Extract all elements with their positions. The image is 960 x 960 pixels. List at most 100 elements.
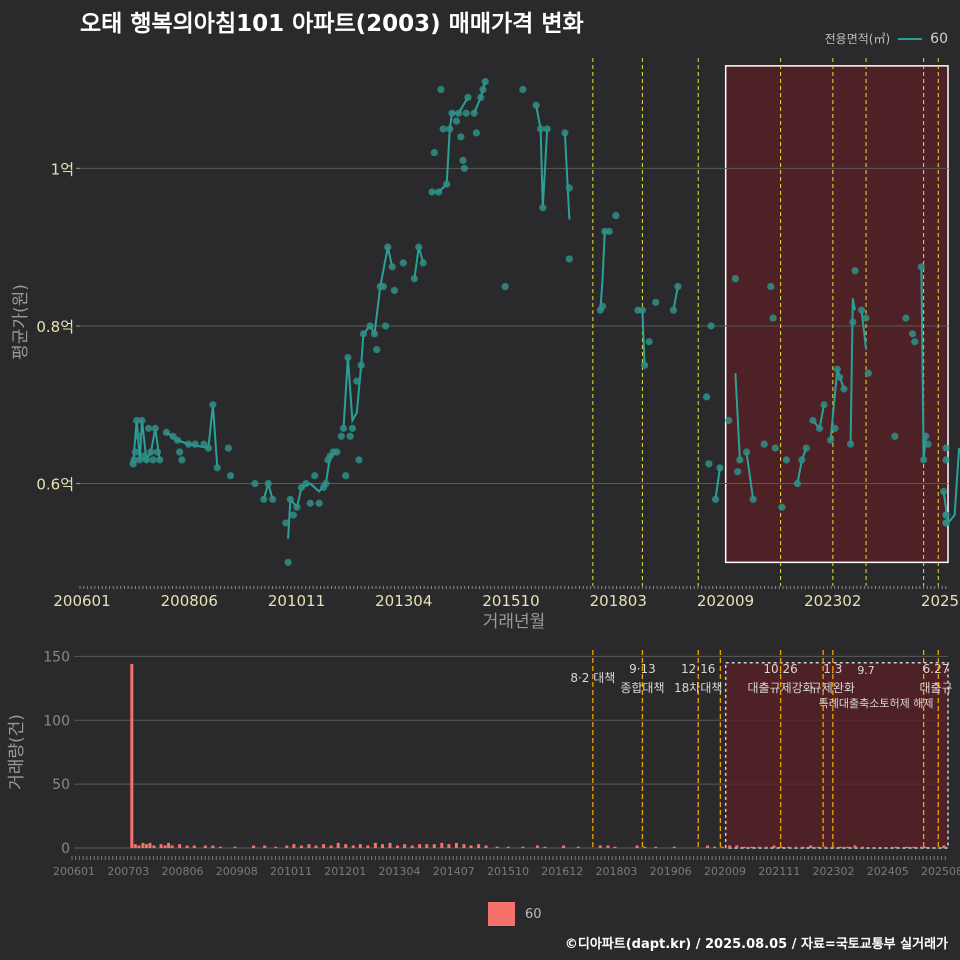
price-point bbox=[184, 440, 193, 448]
policy-annotation-sub: 대출규제강화 bbox=[747, 681, 813, 695]
bar-x-tick-label: 201510 bbox=[487, 865, 529, 878]
price-point bbox=[293, 503, 301, 511]
volume-bar bbox=[823, 846, 827, 848]
price-line-segment bbox=[563, 132, 571, 220]
price-point bbox=[942, 511, 950, 519]
x-tick-label: 201510 bbox=[482, 592, 539, 610]
price-point bbox=[366, 322, 374, 330]
price-point bbox=[917, 263, 926, 271]
bar-y-tick-label: 50 bbox=[52, 777, 70, 793]
volume-bar-chart: 0 50 100 150 8·2 대책 9·13 종합대책 12·16 18차대책 10.26 대출… bbox=[7, 649, 960, 878]
price-point bbox=[769, 314, 777, 322]
volume-bar bbox=[299, 845, 303, 848]
price-point bbox=[149, 456, 157, 464]
volume-bar bbox=[506, 846, 510, 848]
price-point bbox=[264, 479, 272, 488]
x-tick-label: 201011 bbox=[268, 592, 325, 610]
volume-bar bbox=[380, 844, 384, 848]
volume-bar bbox=[728, 845, 732, 848]
price-point bbox=[315, 499, 323, 507]
price-point bbox=[379, 282, 387, 291]
volume-bar bbox=[137, 845, 141, 848]
volume-bar bbox=[396, 845, 400, 848]
price-point bbox=[443, 180, 451, 188]
volume-bar bbox=[432, 844, 436, 848]
volume-bar bbox=[838, 846, 842, 848]
price-point bbox=[384, 243, 392, 251]
volume-bar bbox=[329, 845, 333, 848]
bar-x-tick-label: 200908 bbox=[216, 865, 258, 878]
volume-bar bbox=[418, 844, 422, 848]
price-point bbox=[410, 275, 418, 283]
policy-annotation-sub: 규제완화 bbox=[811, 681, 855, 695]
price-point bbox=[612, 212, 620, 220]
volume-bar bbox=[477, 844, 481, 848]
price-point bbox=[532, 101, 540, 109]
price-line-segment bbox=[132, 420, 161, 464]
volume-bar bbox=[274, 846, 278, 848]
volume-bar bbox=[159, 844, 163, 848]
price-point bbox=[346, 432, 354, 440]
bar-x-tick-label: 201304 bbox=[379, 865, 421, 878]
y-tick-label: 1억 bbox=[51, 160, 74, 178]
volume-bar bbox=[425, 844, 429, 848]
legend-top-title: 전용면적(㎡) bbox=[824, 32, 891, 46]
price-point bbox=[922, 432, 930, 440]
volume-bar bbox=[654, 846, 658, 848]
price-point bbox=[134, 432, 143, 440]
price-point bbox=[793, 479, 802, 488]
volume-bar bbox=[373, 842, 377, 848]
footer-credit: ©디아파트(dapt.kr) / 2025.08.05 / 자료=국토교통부 실… bbox=[564, 937, 948, 952]
volume-bar bbox=[521, 846, 525, 848]
price-point bbox=[707, 322, 715, 330]
price-point bbox=[339, 424, 348, 432]
price-point bbox=[536, 125, 545, 133]
price-point bbox=[142, 456, 151, 464]
policy-annotation-date: 9·13 bbox=[629, 662, 656, 676]
volume-bar bbox=[794, 846, 798, 848]
price-point bbox=[437, 85, 445, 94]
volume-bar bbox=[454, 842, 458, 848]
bar-x-tick-label: 200703 bbox=[107, 865, 149, 878]
price-point bbox=[908, 330, 917, 338]
volume-bar bbox=[314, 845, 318, 848]
price-line-segment bbox=[745, 451, 755, 500]
price-point bbox=[798, 456, 806, 464]
y-tick-label: 0.8억 bbox=[36, 318, 74, 336]
legend-bottom-value: 60 bbox=[525, 906, 542, 922]
volume-bar bbox=[285, 845, 289, 848]
volume-bar bbox=[495, 846, 499, 848]
price-point bbox=[924, 440, 932, 448]
policy-annotation-sub: 종합대책 bbox=[620, 680, 664, 695]
price-point bbox=[470, 109, 478, 117]
volume-bar bbox=[141, 842, 145, 848]
volume-bar bbox=[292, 844, 296, 848]
policy-annotation-date: 10.26 bbox=[763, 662, 797, 676]
price-point bbox=[162, 428, 170, 436]
price-line-segment bbox=[714, 467, 721, 500]
price-line-segment bbox=[672, 286, 679, 311]
chart-title: 오태 행복의아침101 아파트(2003) 매매가격 변화 bbox=[80, 11, 584, 37]
bar-x-tick-label: 202405 bbox=[867, 865, 909, 878]
legend-line-swatch bbox=[898, 37, 923, 40]
price-point bbox=[802, 444, 810, 452]
price-line-segment bbox=[535, 105, 549, 208]
volume-bar bbox=[307, 844, 311, 848]
policy-annotation-date: 12·16 bbox=[681, 662, 715, 676]
policy-annotation: 8·2 대책 bbox=[570, 670, 615, 685]
bar-x-tick-label: 201803 bbox=[596, 865, 638, 878]
price-point bbox=[479, 85, 487, 94]
volume-bar bbox=[576, 846, 580, 848]
price-point bbox=[173, 436, 182, 444]
volume-bar bbox=[263, 845, 267, 848]
legend-bar-swatch bbox=[488, 902, 515, 926]
price-point bbox=[138, 416, 146, 425]
price-point bbox=[224, 444, 232, 452]
volume-bar bbox=[912, 846, 916, 848]
price-point bbox=[942, 444, 950, 452]
price-point bbox=[771, 444, 779, 452]
x-tick-label: 201304 bbox=[375, 592, 432, 610]
price-point bbox=[605, 227, 613, 235]
bar-y-axis-label: 거래량(건) bbox=[7, 714, 27, 790]
volume-bar bbox=[750, 846, 754, 848]
